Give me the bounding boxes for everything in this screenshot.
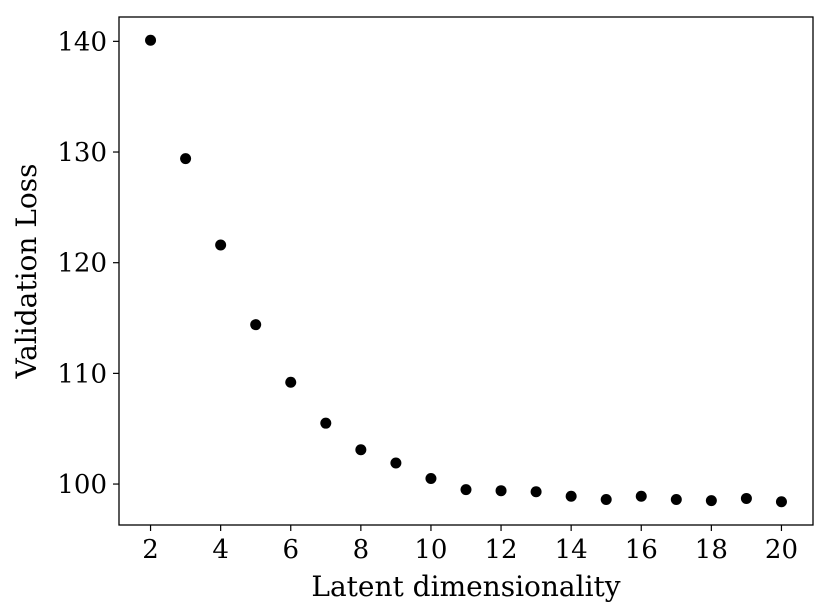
point <box>600 494 612 506</box>
point <box>425 473 437 485</box>
point <box>320 417 332 429</box>
y-tick-label: 140 <box>57 27 107 57</box>
x-tick-label: 8 <box>353 535 370 565</box>
point <box>390 457 402 469</box>
point <box>565 490 577 502</box>
point <box>775 496 787 508</box>
x-tick-label: 4 <box>212 535 229 565</box>
point <box>495 485 507 497</box>
point <box>670 494 682 506</box>
x-tick-label: 14 <box>555 535 588 565</box>
point <box>635 490 647 502</box>
x-tick-label: 10 <box>414 535 447 565</box>
point <box>460 484 472 496</box>
point <box>355 444 367 456</box>
point <box>145 34 157 46</box>
plot-frame <box>118 16 814 526</box>
x-tick-label: 6 <box>282 535 299 565</box>
point <box>180 153 192 165</box>
x-tick-label: 2 <box>142 535 159 565</box>
y-tick-label: 110 <box>57 359 107 389</box>
point <box>530 486 542 498</box>
point <box>705 495 717 507</box>
x-tick-label: 20 <box>765 535 798 565</box>
y-tick-label: 120 <box>57 249 107 279</box>
y-tick-label: 100 <box>57 470 107 500</box>
point <box>250 319 262 331</box>
y-tick-label: 130 <box>57 138 107 168</box>
y-axis-label: Validation Loss <box>10 163 43 379</box>
x-tick-label: 12 <box>485 535 518 565</box>
x-axis-label: Latent dimensionality <box>311 570 620 603</box>
x-tick-label: 18 <box>695 535 728 565</box>
x-tick-label: 16 <box>625 535 658 565</box>
point <box>215 239 227 251</box>
point <box>285 376 297 388</box>
point <box>740 492 752 504</box>
